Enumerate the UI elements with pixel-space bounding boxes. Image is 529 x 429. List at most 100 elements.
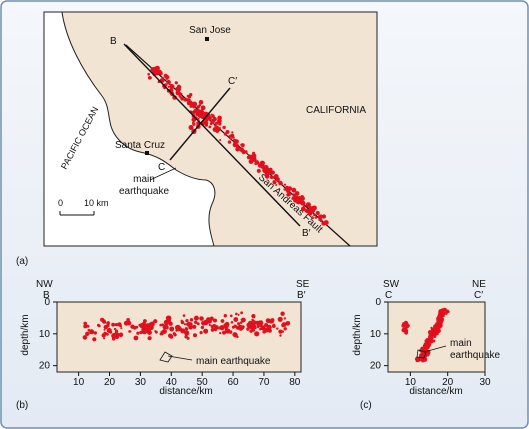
- earthquake-dot: [404, 321, 408, 326]
- earthquake-dot: [278, 329, 283, 334]
- earthquake-dot: [111, 322, 115, 327]
- earthquake-dot: [180, 96, 185, 101]
- san-jose-label: San Jose: [189, 25, 231, 36]
- earthquake-dot: [310, 216, 314, 220]
- section-c-earthquake-cluster: [401, 307, 450, 363]
- earthquake-dot: [117, 322, 122, 327]
- earthquake-dot: [228, 330, 233, 334]
- section-c-annotation-pointer: [423, 345, 447, 353]
- earthquake-dot: [217, 115, 222, 121]
- earthquake-dot: [203, 328, 209, 334]
- earthquake-dot: [305, 204, 308, 207]
- earthquake-dot: [300, 206, 306, 212]
- earthquake-dot: [188, 322, 193, 327]
- earthquake-dot: [259, 327, 262, 331]
- earthquake-dot: [444, 311, 448, 315]
- y-tick-label: 0: [44, 297, 50, 308]
- earthquake-dot: [199, 316, 204, 321]
- earthquake-dot: [157, 69, 161, 73]
- scale-zero-label: 0: [58, 198, 63, 208]
- earthquake-dot: [167, 85, 170, 88]
- earthquake-dot: [213, 327, 218, 332]
- earthquake-dot: [228, 134, 232, 138]
- earthquake-dot: [420, 346, 423, 349]
- earthquake-dot: [217, 128, 220, 131]
- earthquake-dot: [82, 335, 88, 340]
- earthquake-dot: [113, 327, 117, 331]
- earthquake-dot: [303, 205, 306, 208]
- earthquake-dot: [208, 125, 212, 129]
- earthquake-dot: [314, 216, 318, 219]
- earthquake-dot: [433, 335, 437, 338]
- earthquake-dot: [222, 330, 226, 335]
- panel-c-label: (c): [360, 400, 372, 411]
- earthquake-dot: [419, 357, 422, 360]
- earthquake-dot: [175, 324, 181, 331]
- earthquake-dot: [230, 314, 233, 318]
- earthquake-dot: [275, 184, 278, 186]
- y-tick-label: 20: [39, 361, 51, 372]
- earthquake-dot: [283, 327, 287, 331]
- x-tick-label: 10: [405, 377, 417, 388]
- earthquake-dot: [283, 317, 287, 320]
- earthquake-dot: [147, 76, 152, 80]
- section-c-x-axis: 10 20 30: [405, 372, 491, 388]
- x-tick-label: 30: [135, 377, 147, 388]
- earthquake-dot: [272, 180, 277, 185]
- earthquake-dot: [310, 211, 313, 214]
- earthquake-dot: [271, 324, 276, 328]
- earthquake-dot: [300, 201, 305, 206]
- earthquake-dot: [187, 94, 192, 99]
- nw-label: NW: [36, 279, 53, 290]
- earthquake-dot: [184, 97, 189, 102]
- earthquake-dot: [256, 325, 260, 329]
- earthquake-dot: [168, 333, 173, 338]
- earthquake-dot: [264, 323, 269, 327]
- earthquake-dot: [193, 108, 199, 114]
- section-c-annotation-line1: main: [450, 338, 472, 349]
- section-b-main-earthquake-marker: [159, 351, 173, 363]
- earthquake-dot: [146, 323, 151, 329]
- earthquake-dot: [404, 327, 408, 331]
- earthquake-dot: [283, 188, 286, 191]
- earthquake-dot: [223, 323, 227, 327]
- earthquake-dot: [159, 323, 162, 327]
- earthquake-dot: [128, 330, 131, 333]
- earthquake-dot: [237, 313, 240, 316]
- earthquake-dot: [143, 326, 146, 330]
- earthquake-dot: [308, 205, 312, 209]
- earthquake-dot: [321, 221, 326, 226]
- earthquake-dot: [83, 321, 87, 326]
- earthquake-dot: [178, 95, 182, 98]
- earthquake-dot: [223, 314, 227, 318]
- earthquake-dot: [103, 337, 106, 340]
- earthquake-dot: [281, 322, 287, 327]
- earthquake-dot: [201, 320, 207, 326]
- section-c-plot-area: [387, 301, 486, 373]
- earthquake-dot: [187, 98, 191, 102]
- earthquake-dot: [427, 343, 431, 348]
- earthquake-dot: [198, 100, 204, 105]
- earthquake-dot: [200, 325, 205, 330]
- earthquake-dot: [269, 318, 275, 324]
- earthquake-dot: [287, 192, 292, 196]
- earthquake-dot: [126, 320, 132, 326]
- earthquake-dot: [295, 199, 301, 205]
- earthquake-dot: [287, 186, 293, 191]
- earthquake-dot: [177, 87, 181, 92]
- earthquake-dot: [193, 315, 199, 321]
- earthquake-dot: [231, 325, 235, 329]
- x-tick-label: 40: [166, 377, 178, 388]
- earthquake-dot: [279, 334, 282, 337]
- earthquake-dot: [192, 324, 197, 329]
- section-c-main-earthquake-marker: [416, 349, 427, 359]
- earthquake-dot: [227, 140, 232, 144]
- se-label: SE: [296, 279, 310, 290]
- earthquake-dot: [280, 311, 285, 316]
- earthquake-dot: [120, 327, 123, 330]
- earthquake-dot: [170, 84, 174, 88]
- earthquake-dot: [218, 122, 222, 126]
- earthquake-dot: [277, 316, 283, 322]
- earthquake-dot: [220, 319, 225, 323]
- earthquake-dot: [186, 336, 190, 340]
